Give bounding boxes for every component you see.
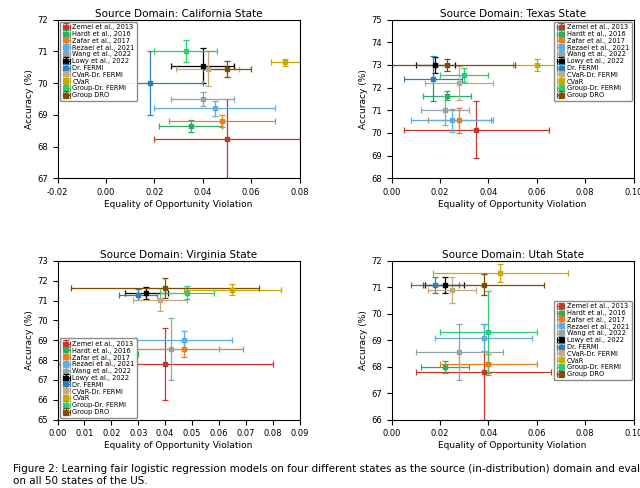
Legend: Zemel et al., 2013, Hardt et al., 2016, Zafar et al., 2017, Rezaei et al., 2021,: Zemel et al., 2013, Hardt et al., 2016, … <box>554 301 632 380</box>
Y-axis label: Accuracy (%): Accuracy (%) <box>26 310 35 370</box>
Y-axis label: Accuracy (%): Accuracy (%) <box>359 310 369 370</box>
X-axis label: Equality of Opportunity Violation: Equality of Opportunity Violation <box>438 441 587 450</box>
Legend: Zemel et al., 2013, Hardt et al., 2016, Zafar et al., 2017, Rezaei et al., 2021,: Zemel et al., 2013, Hardt et al., 2016, … <box>60 338 137 418</box>
Title: Source Domain: California State: Source Domain: California State <box>95 9 262 19</box>
Y-axis label: Accuracy (%): Accuracy (%) <box>359 69 369 129</box>
Y-axis label: Accuracy (%): Accuracy (%) <box>26 69 35 129</box>
Title: Source Domain: Virginia State: Source Domain: Virginia State <box>100 250 257 260</box>
X-axis label: Equality of Opportunity Violation: Equality of Opportunity Violation <box>104 200 253 209</box>
Title: Source Domain: Utah State: Source Domain: Utah State <box>442 250 584 260</box>
Text: Figure 2: Learning fair logistic regression models on four different states as t: Figure 2: Learning fair logistic regress… <box>13 464 640 486</box>
X-axis label: Equality of Opportunity Violation: Equality of Opportunity Violation <box>104 441 253 450</box>
Legend: Zemel et al., 2013, Hardt et al., 2016, Zafar et al., 2017, Rezaei et al., 2021,: Zemel et al., 2013, Hardt et al., 2016, … <box>60 21 137 101</box>
X-axis label: Equality of Opportunity Violation: Equality of Opportunity Violation <box>438 200 587 209</box>
Title: Source Domain: Texas State: Source Domain: Texas State <box>440 9 586 19</box>
Legend: Zemel et al., 2013, Hardt et al., 2016, Zafar et al., 2017, Rezaei et al., 2021,: Zemel et al., 2013, Hardt et al., 2016, … <box>554 21 632 101</box>
